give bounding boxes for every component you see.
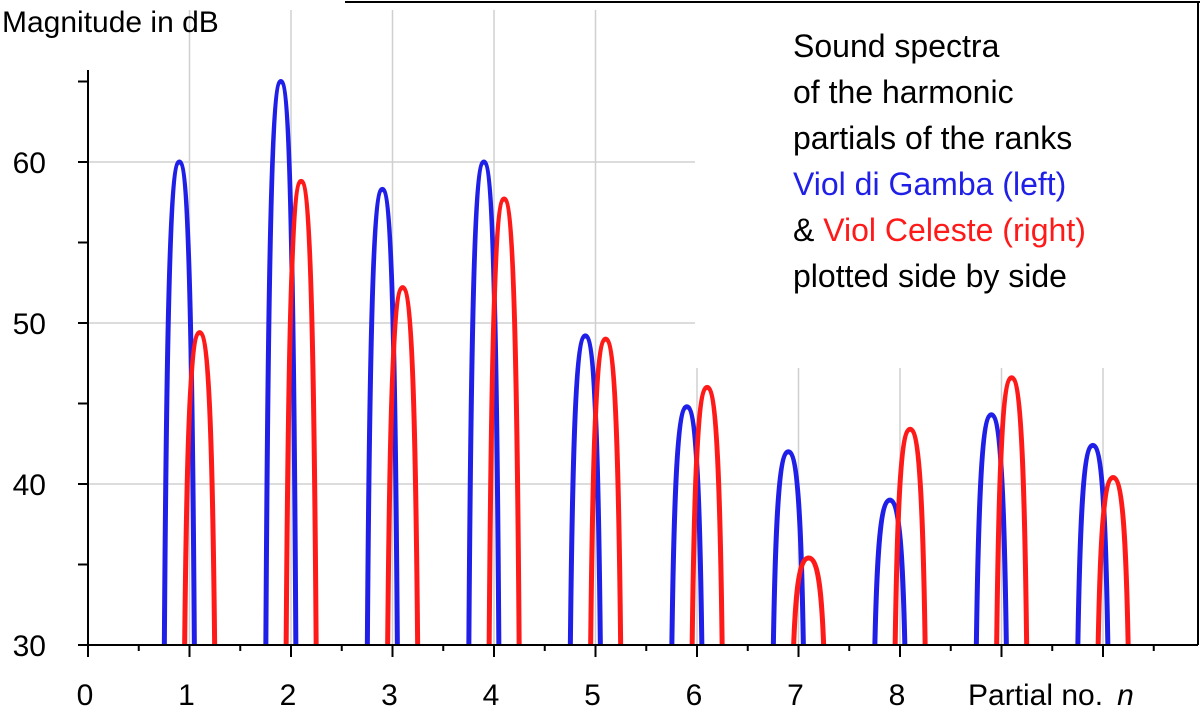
- x-tick-label: 0: [77, 679, 94, 712]
- x-tick-label: 7: [787, 679, 804, 712]
- celeste-peak: [385, 285, 421, 646]
- gamba-peak: [466, 159, 502, 646]
- x-tick-label: 6: [686, 679, 703, 712]
- annotation-line: Sound spectra: [793, 28, 1000, 64]
- series-layer: [161, 79, 1131, 646]
- annotation-line: plotted side by side: [793, 258, 1067, 294]
- celeste-peak: [994, 375, 1030, 646]
- annotation-line: Viol di Gamba (left): [793, 166, 1066, 202]
- x-axis-label-var: n: [1117, 679, 1134, 712]
- celeste-peak: [892, 426, 928, 646]
- x-tick-label: 2: [280, 679, 297, 712]
- celeste-peak: [283, 178, 319, 646]
- celeste-peak: [182, 330, 218, 646]
- gamba-peak: [669, 404, 705, 646]
- gamba-peak: [567, 333, 603, 646]
- gamba-peak: [770, 449, 806, 646]
- celeste-peak: [486, 196, 522, 646]
- celeste-peak: [689, 384, 725, 646]
- gamba-peak: [263, 79, 299, 646]
- tick-labels: 30 40 50 60 0 1 2 3 4 5 6 7 8: [13, 147, 906, 712]
- x-axis-label: Partial no. n: [968, 679, 1134, 712]
- annotation-line-text: plotted side by side: [793, 258, 1067, 294]
- gamba-peak: [364, 186, 400, 646]
- y-tick-label: 30: [13, 630, 46, 663]
- celeste-peak: [791, 555, 827, 646]
- x-tick-label: 3: [381, 679, 398, 712]
- celeste-peak: [588, 336, 624, 646]
- axes: [78, 1, 1200, 657]
- annotation-line: & Viol Celeste (right): [793, 212, 1086, 248]
- annotation-line-text: partials of the ranks: [793, 120, 1072, 156]
- annotation-line-text: of the harmonic: [793, 74, 1014, 110]
- x-axis-label-text: Partial no.: [968, 679, 1103, 712]
- annotation-line: partials of the ranks: [793, 120, 1072, 156]
- gamba-peak: [872, 497, 908, 646]
- y-tick-label: 40: [13, 469, 46, 502]
- x-tick-label: 5: [584, 679, 601, 712]
- x-tick-label: 4: [483, 679, 500, 712]
- annotation-ampersand: &: [793, 212, 823, 248]
- annotation-line: of the harmonic: [793, 74, 1014, 110]
- x-tick-label: 1: [178, 679, 195, 712]
- y-tick-label: 50: [13, 308, 46, 341]
- y-axis-label: Magnitude in dB: [2, 6, 219, 39]
- annotation-line-text: Sound spectra: [793, 28, 1000, 64]
- annotation-line-text: Viol Celeste (right): [823, 212, 1086, 248]
- annotation-box: [695, 0, 1200, 368]
- y-tick-label: 60: [13, 147, 46, 180]
- annotation-line-text: Viol di Gamba (left): [793, 166, 1066, 202]
- gamba-peak: [1075, 442, 1111, 646]
- gamba-peak: [973, 412, 1009, 646]
- annotation-text: Sound spectra of the harmonic partials of …: [793, 28, 1086, 294]
- x-tick-label: 8: [889, 679, 906, 712]
- celeste-peak: [1095, 475, 1131, 646]
